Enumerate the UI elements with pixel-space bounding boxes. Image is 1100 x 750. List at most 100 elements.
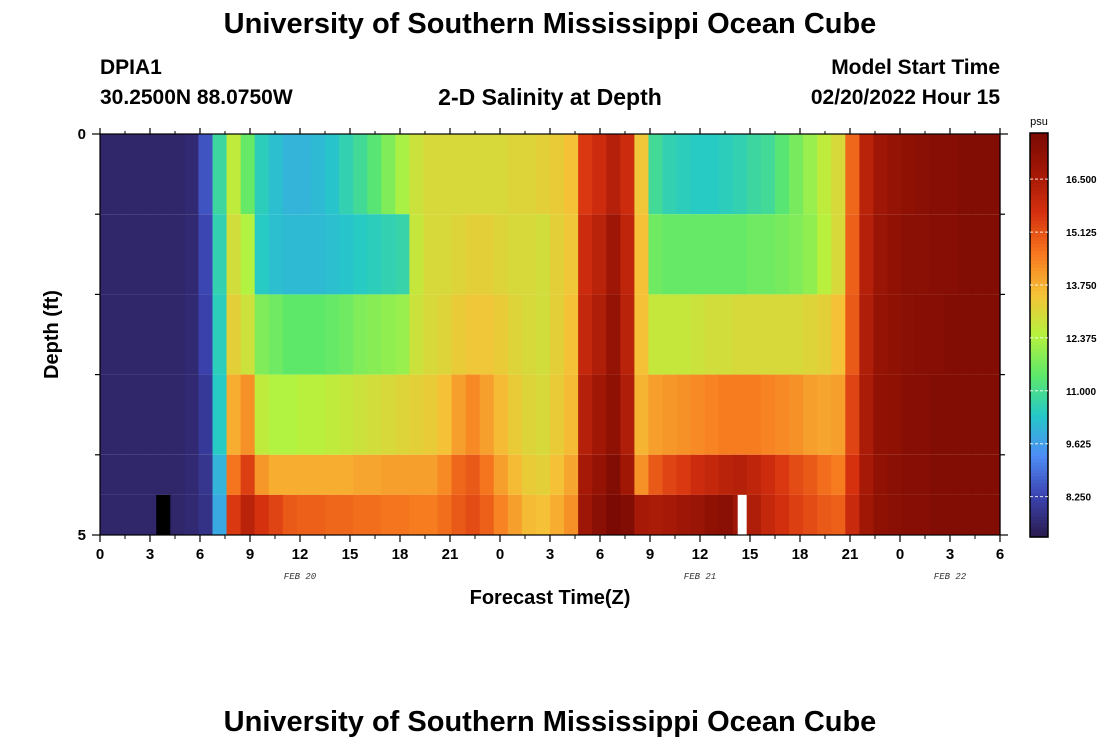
heatmap-cell xyxy=(198,214,214,295)
heatmap-cell xyxy=(592,374,607,455)
heatmap-cell xyxy=(296,214,312,295)
colorbar-segment xyxy=(1030,220,1048,225)
heatmap-cell xyxy=(381,494,396,535)
heatmap-cell xyxy=(550,454,565,495)
colorbar-unit-label: psu xyxy=(1030,116,1048,128)
heatmap-cell xyxy=(282,294,298,375)
heatmap-cell xyxy=(198,454,214,495)
heatmap-cell xyxy=(718,374,734,455)
heatmap-cell xyxy=(957,454,973,495)
heatmap-cell xyxy=(493,454,509,495)
heatmap-cell xyxy=(170,134,185,215)
colorbar-segment xyxy=(1030,493,1048,498)
y-tick-label: 5 xyxy=(78,527,86,544)
station-id: DPIA1 xyxy=(100,56,162,79)
heatmap-cell xyxy=(718,494,734,535)
heatmap-cell xyxy=(634,214,650,295)
heatmap-cell xyxy=(254,214,270,295)
date-label: FEB 22 xyxy=(934,572,967,582)
heatmap-cell xyxy=(184,134,200,215)
colorbar-segment xyxy=(1030,442,1048,447)
colorbar-segment xyxy=(1030,324,1048,329)
colorbar-segment xyxy=(1030,345,1048,350)
x-tick-label: 6 xyxy=(996,546,1004,563)
x-tick-label: 21 xyxy=(842,546,859,563)
heatmap-cell xyxy=(943,454,959,495)
heatmap-cell xyxy=(339,494,354,535)
colorbar-segment xyxy=(1030,402,1048,407)
heatmap-cell xyxy=(114,294,129,375)
heatmap-cell xyxy=(184,374,200,455)
heatmap-cell xyxy=(648,494,664,535)
heatmap-cell xyxy=(873,454,889,495)
heatmap-cell xyxy=(859,374,875,455)
heatmap-cell xyxy=(746,454,762,495)
heatmap-cell xyxy=(775,494,790,535)
colorbar-segment xyxy=(1030,254,1048,259)
x-tick-label: 6 xyxy=(196,546,204,563)
heatmap-cell xyxy=(339,134,354,215)
heatmap-cell xyxy=(296,294,312,375)
heatmap-cell xyxy=(690,214,706,295)
colorbar-segment xyxy=(1030,240,1048,245)
heatmap-cell xyxy=(873,134,889,215)
heatmap-cell xyxy=(240,494,256,535)
heatmap-cell xyxy=(325,134,340,215)
heatmap-cell xyxy=(564,214,579,295)
heatmap-cell xyxy=(128,374,143,455)
heatmap-cell xyxy=(859,134,875,215)
heatmap-cell xyxy=(142,454,157,495)
heatmap-cell xyxy=(775,374,790,455)
heatmap-cell xyxy=(184,214,200,295)
heatmap-cell xyxy=(620,134,635,215)
heatmap-cell xyxy=(282,454,298,495)
heatmap-cell xyxy=(423,454,439,495)
heatmap-cell xyxy=(367,134,382,215)
heatmap-cell xyxy=(423,494,439,535)
heatmap-cell xyxy=(915,374,931,455)
colorbar-segment xyxy=(1030,308,1048,313)
heatmap-cell xyxy=(395,214,410,295)
heatmap-cell xyxy=(437,294,453,375)
heatmap-cell xyxy=(662,294,678,375)
heatmap-cell xyxy=(578,374,593,455)
heatmap-cell xyxy=(732,374,748,455)
colorbar-segment xyxy=(1030,415,1048,420)
heatmap-cell xyxy=(859,294,875,375)
colorbar-segment xyxy=(1030,149,1048,154)
heatmap-cell xyxy=(212,454,228,495)
heatmap-cell xyxy=(564,294,579,375)
heatmap-cell xyxy=(240,134,256,215)
heatmap-cell xyxy=(887,294,903,375)
heatmap-cell xyxy=(634,294,650,375)
colorbar-segment xyxy=(1030,250,1048,255)
colorbar-segment xyxy=(1030,217,1048,222)
heatmap-cell xyxy=(550,134,565,215)
heatmap-cell xyxy=(662,214,678,295)
x-tick-label: 18 xyxy=(392,546,409,563)
colorbar-segment xyxy=(1030,361,1048,366)
heatmap-cell xyxy=(676,294,692,375)
heatmap-cell xyxy=(521,494,537,535)
heatmap-cell xyxy=(620,294,635,375)
colorbar-segment xyxy=(1030,476,1048,481)
heatmap-cell xyxy=(971,294,987,375)
heatmap-cell xyxy=(957,294,973,375)
colorbar-segment xyxy=(1030,291,1048,296)
heatmap-cell xyxy=(282,134,298,215)
heatmap-cell xyxy=(620,454,635,495)
heatmap-cell xyxy=(662,454,678,495)
heatmap-cell xyxy=(803,454,818,495)
heatmap-cell xyxy=(957,134,973,215)
heatmap-cell xyxy=(114,134,129,215)
heatmap-cell xyxy=(887,214,903,295)
heatmap-cell xyxy=(746,214,762,295)
heatmap-cell xyxy=(690,454,706,495)
heatmap-cell xyxy=(254,134,270,215)
colorbar-segment xyxy=(1030,385,1048,390)
heatmap-cell xyxy=(128,294,143,375)
heatmap-cell xyxy=(690,494,706,535)
heatmap-cell xyxy=(831,454,846,495)
heatmap-cell xyxy=(367,294,382,375)
y-axis-label: Depth (ft) xyxy=(41,290,63,379)
